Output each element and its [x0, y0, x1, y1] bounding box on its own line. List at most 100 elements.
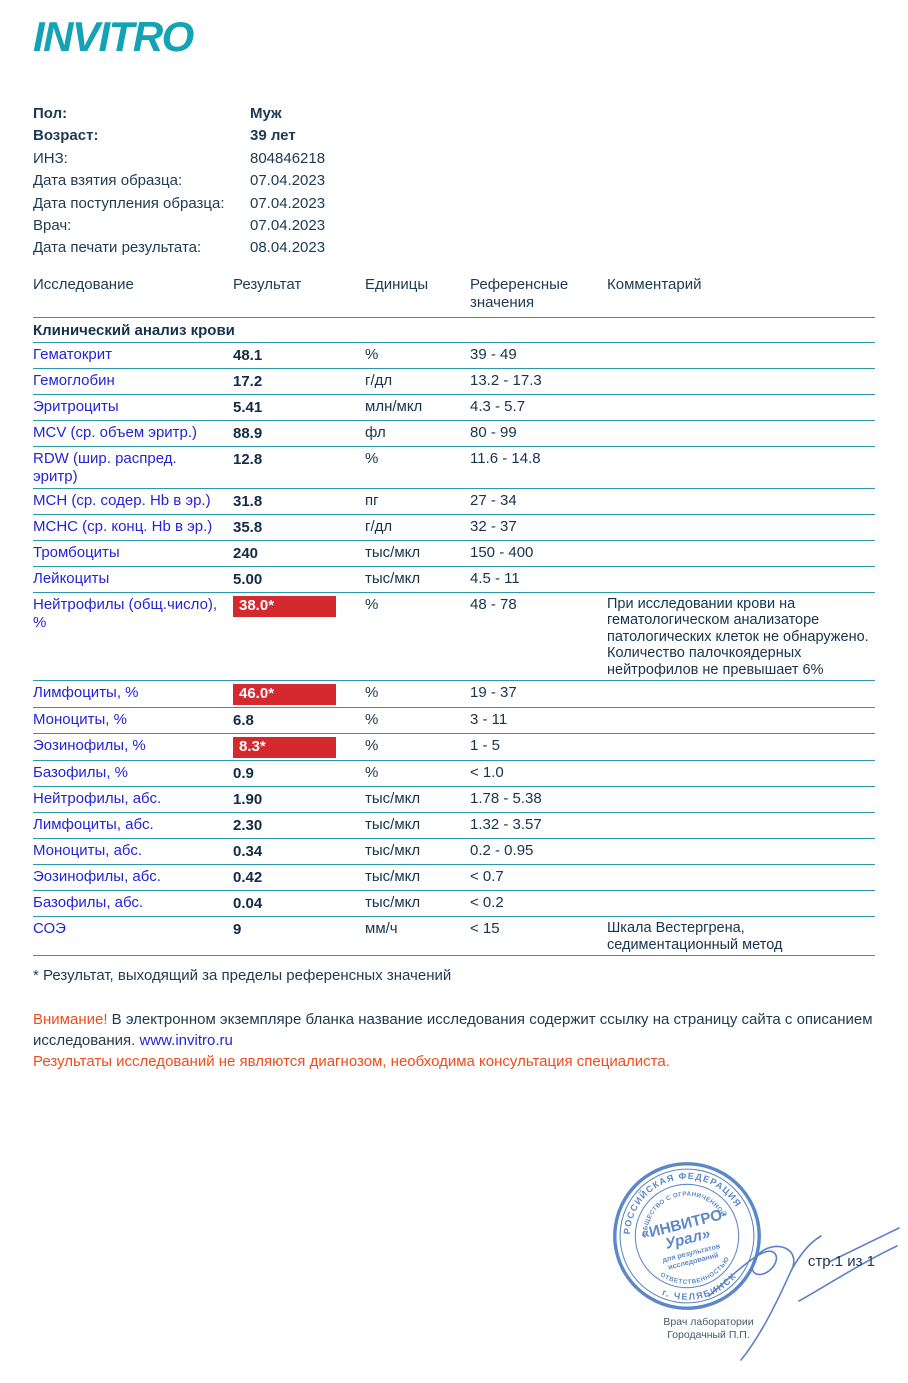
units-cell: % [365, 764, 379, 782]
test-name-link[interactable]: Базофилы, абс. [33, 894, 144, 912]
invitro-site-link[interactable]: www.invitro.ru [139, 1032, 233, 1050]
test-name-link[interactable]: Моноциты, абс. [33, 842, 143, 860]
comment-cell [607, 763, 875, 764]
result-cell: 6.8 [233, 712, 254, 730]
result-cell: 88.9 [233, 424, 263, 442]
test-name-link[interactable]: Эозинофилы, абс. [33, 868, 161, 886]
units-cell: г/дл [365, 371, 393, 389]
patient-field-label: Врач: [33, 217, 72, 235]
test-name-link[interactable]: Базофилы, % [33, 764, 128, 782]
comment-cell [607, 543, 875, 544]
test-name-link[interactable]: Лимфоциты, абс. [33, 816, 154, 834]
test-name-link[interactable]: RDW (шир. распред. эритр) [33, 449, 177, 485]
patient-field-label: ИНЗ: [33, 149, 68, 167]
result-cell: 12.8 [233, 450, 263, 468]
table-row: Лейкоциты 5.00 тыс/мкл 4.5 - 11 [33, 567, 875, 593]
comment-cell [607, 789, 875, 790]
patient-field-row: Дата печати результата: 08.04.2023 [33, 237, 875, 259]
disclaimer-text: Результаты исследований не являются диаг… [33, 1053, 670, 1071]
units-cell: % [365, 737, 379, 755]
reference-range-cell: 80 - 99 [470, 423, 517, 441]
table-row: Базофилы, абс. 0.04 тыс/мкл < 0.2 [33, 891, 875, 918]
result-cell: 5.41 [233, 398, 263, 416]
attention-text: В электронном экземпляре бланка название… [33, 1011, 873, 1050]
table-row: Нейтрофилы (общ.число), % 38.0* % 48 - 7… [33, 593, 875, 682]
reference-range-cell: 150 - 400 [470, 543, 534, 561]
test-name-link[interactable]: Моноциты, % [33, 711, 127, 729]
reference-range-cell: 27 - 34 [470, 491, 517, 509]
table-row: MCV (ср. объем эритр.) 88.9 фл 80 - 99 [33, 421, 875, 447]
results-table: Исследование Результат Единицы Референсн… [33, 270, 875, 957]
result-cell: 31.8 [233, 492, 263, 510]
doctor-signature [708, 1227, 900, 1362]
test-name-link[interactable]: MCH (ср. содер. Hb в эр.) [33, 491, 211, 509]
comment-cell [607, 569, 875, 570]
test-name-link[interactable]: Тромбоциты [33, 543, 120, 561]
patient-field-value: 07.04.2023 [250, 194, 326, 212]
units-cell: пг [365, 491, 379, 509]
units-cell: г/дл [365, 517, 393, 535]
comment-cell [607, 815, 875, 816]
comment-cell [607, 423, 875, 424]
test-name-link[interactable]: Эритроциты [33, 397, 119, 415]
result-cell: 46.0* [233, 683, 365, 706]
test-name-link[interactable]: Нейтрофилы (общ.число), % [33, 595, 218, 631]
patient-field-label: Дата поступления образца: [33, 194, 225, 212]
test-name-link[interactable]: Гематокрит [33, 345, 112, 363]
test-name-link[interactable]: Лимфоциты, % [33, 684, 139, 702]
out-of-range-footnote: * Результат, выходящий за пределы рефере… [33, 967, 452, 985]
result-cell: 1.90 [233, 791, 263, 809]
attention-label: Внимание! [33, 1011, 108, 1029]
test-name-link[interactable]: MCV (ср. объем эритр.) [33, 423, 198, 441]
stamp-and-signature-zone: РОССИЙСКАЯ ФЕДЕРАЦИЯ г. ЧЕЛЯБИНСК ОБЩЕСТ… [33, 1158, 900, 1383]
units-cell: тыс/мкл [365, 543, 421, 561]
units-cell: тыс/мкл [365, 842, 421, 860]
comment-cell [607, 893, 875, 894]
test-name-link[interactable]: Эозинофилы, % [33, 737, 146, 755]
patient-field-value: 07.04.2023 [250, 172, 326, 190]
table-row: Нейтрофилы, абс. 1.90 тыс/мкл 1.78 - 5.3… [33, 787, 875, 814]
comment-cell [607, 345, 875, 346]
table-header-row: Исследование Результат Единицы Референсн… [33, 270, 875, 318]
reference-range-cell: 39 - 49 [470, 345, 517, 363]
units-cell: мм/ч [365, 920, 398, 938]
reference-range-cell: 4.5 - 11 [470, 569, 520, 587]
reference-range-cell: < 0.7 [470, 868, 504, 886]
patient-field-value: 07.04.2023 [250, 217, 326, 235]
units-cell: % [365, 449, 379, 467]
col-header-units: Единицы [365, 275, 429, 293]
comment-cell [607, 491, 875, 492]
patient-field-label: Пол: [33, 105, 68, 122]
section-header-cbc: Клинический анализ крови [33, 318, 875, 343]
comment-cell: Шкала Вестергрена, седиментационный мето… [607, 920, 783, 953]
test-name-link[interactable]: Лейкоциты [33, 569, 110, 587]
patient-field-value: 804846218 [250, 149, 326, 167]
table-row: Эозинофилы, абс. 0.42 тыс/мкл < 0.7 [33, 865, 875, 892]
patient-field-label: Дата взятия образца: [33, 172, 183, 190]
table-row: Лимфоциты, абс. 2.30 тыс/мкл 1.32 - 3.57 [33, 813, 875, 840]
test-name-link[interactable]: СОЭ [33, 920, 66, 938]
reference-range-cell: < 15 [470, 920, 500, 938]
patient-field-row: ИНЗ: 804846218 [33, 148, 875, 170]
patient-field-value: Муж [250, 105, 282, 122]
reference-range-cell: 3 - 11 [470, 711, 508, 729]
comment-cell: При исследовании крови на гематологическ… [607, 595, 869, 678]
reference-range-cell: 4.3 - 5.7 [470, 397, 526, 415]
table-row: MCHC (ср. конц. Hb в эр.) 35.8 г/дл 32 -… [33, 515, 875, 541]
lab-report-page: INVITRO Пол: Муж Возраст: 39 лет ИНЗ: 80… [33, 13, 900, 1362]
col-header-reference: Референсные значения [470, 275, 569, 311]
reference-range-cell: 1 - 5 [470, 737, 501, 755]
test-name-link[interactable]: Гемоглобин [33, 371, 115, 389]
test-name-link[interactable]: Нейтрофилы, абс. [33, 790, 162, 808]
units-cell: млн/мкл [365, 397, 423, 415]
units-cell: тыс/мкл [365, 894, 421, 912]
units-cell: % [365, 345, 379, 363]
units-cell: % [365, 711, 379, 729]
result-cell: 5.00 [233, 570, 263, 588]
table-row: MCH (ср. содер. Hb в эр.) 31.8 пг 27 - 3… [33, 489, 875, 515]
test-name-link[interactable]: MCHC (ср. конц. Hb в эр.) [33, 517, 213, 535]
reference-range-cell: 1.78 - 5.38 [470, 790, 542, 808]
reference-range-cell: < 1.0 [470, 764, 504, 782]
result-cell: 0.42 [233, 869, 263, 887]
reference-range-cell: 13.2 - 17.3 [470, 371, 542, 389]
